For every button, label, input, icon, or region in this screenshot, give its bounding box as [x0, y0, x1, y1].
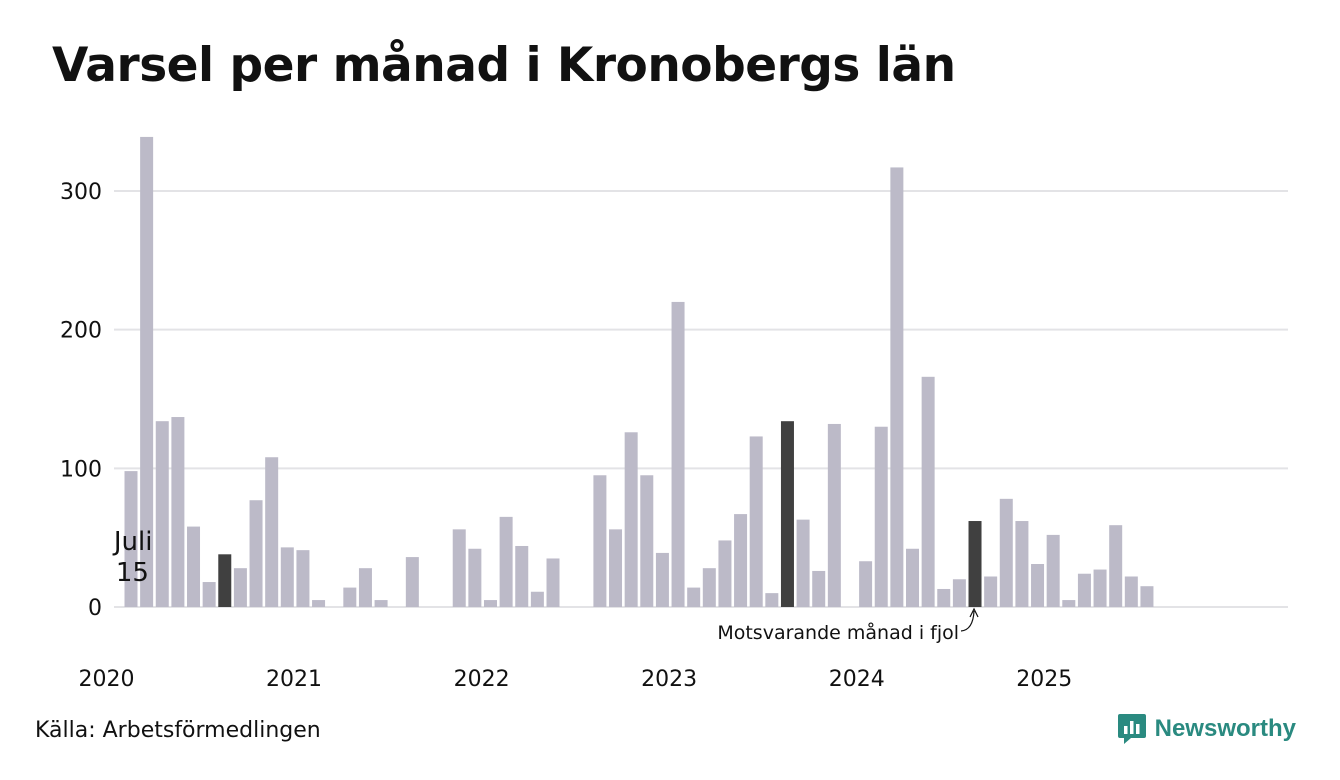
bar — [233, 568, 247, 607]
bar — [312, 600, 326, 607]
bar — [796, 519, 810, 607]
bar — [827, 423, 841, 607]
bar — [499, 516, 513, 607]
bar — [655, 552, 669, 607]
bar — [218, 554, 232, 607]
bar — [921, 376, 935, 607]
bar — [734, 514, 748, 607]
current-month-label: Juli — [112, 527, 153, 557]
bar — [1140, 586, 1154, 607]
bar — [124, 471, 138, 607]
bar — [952, 579, 966, 607]
bar — [812, 570, 826, 607]
bar — [187, 526, 201, 607]
bar — [874, 426, 888, 607]
x-tick-label: 2021 — [266, 667, 322, 692]
y-tick-label: 300 — [60, 180, 102, 205]
bar — [358, 568, 372, 607]
bar — [452, 529, 466, 607]
bar — [718, 540, 732, 607]
annotation-arrow — [960, 610, 975, 632]
y-axis-labels: 0 100 200 300 — [60, 180, 102, 621]
brand-name: Newsworthy — [1154, 715, 1296, 742]
bar — [546, 558, 560, 607]
bar — [906, 548, 919, 607]
y-tick-label: 200 — [60, 319, 102, 344]
bar — [374, 600, 388, 607]
bar — [702, 568, 716, 607]
x-tick-label: 2020 — [79, 667, 135, 692]
bar — [483, 600, 497, 607]
bar — [1046, 534, 1060, 607]
x-tick-label: 2024 — [829, 667, 885, 692]
bar — [1077, 573, 1091, 607]
bar — [468, 548, 482, 607]
bar — [280, 547, 294, 607]
bar — [1062, 600, 1076, 607]
y-tick-label: 0 — [88, 596, 102, 621]
y-tick-label: 100 — [60, 457, 102, 482]
newsworthy-logo-icon — [1117, 714, 1146, 744]
bar — [984, 576, 998, 607]
annotation-arrowhead — [969, 607, 979, 618]
bar — [155, 421, 169, 607]
bar — [780, 421, 794, 607]
previous-year-note: Motsvarande månad i fjol — [717, 621, 959, 644]
bar — [640, 475, 654, 607]
bar — [1015, 521, 1029, 607]
bar — [593, 475, 607, 607]
bar — [859, 561, 873, 607]
bar — [671, 301, 685, 607]
bar — [405, 557, 419, 607]
bar — [687, 587, 701, 607]
bar — [609, 529, 623, 607]
x-tick-label: 2023 — [641, 667, 697, 692]
bar — [1093, 569, 1107, 607]
bar — [202, 582, 216, 607]
bars — [124, 136, 1154, 608]
bar — [937, 588, 951, 607]
bar — [265, 457, 279, 607]
bar — [1109, 525, 1123, 607]
bar — [530, 591, 544, 607]
bar — [343, 587, 357, 607]
bar — [749, 436, 763, 607]
x-tick-label: 2025 — [1016, 667, 1072, 692]
bar — [968, 521, 982, 607]
bar — [890, 167, 904, 607]
current-value-label: 15 — [116, 558, 149, 588]
source-note: Källa: Arbetsförmedlingen — [35, 718, 321, 743]
bar — [171, 417, 185, 607]
x-axis-labels: 2020 2021 2022 2023 2024 2025 — [79, 667, 1073, 692]
bar — [624, 432, 638, 607]
bar — [1124, 576, 1138, 607]
chart-title: Varsel per månad i Kronobergs län — [52, 38, 956, 93]
gridlines — [114, 190, 1288, 608]
bar — [515, 545, 529, 607]
bar — [999, 498, 1013, 607]
bar — [765, 593, 779, 607]
bar — [296, 550, 310, 607]
bar — [140, 136, 154, 608]
bar — [1031, 564, 1045, 607]
bar — [249, 500, 263, 607]
brand-logo[interactable]: Newsworthy — [1117, 712, 1296, 746]
x-tick-label: 2022 — [454, 667, 510, 692]
